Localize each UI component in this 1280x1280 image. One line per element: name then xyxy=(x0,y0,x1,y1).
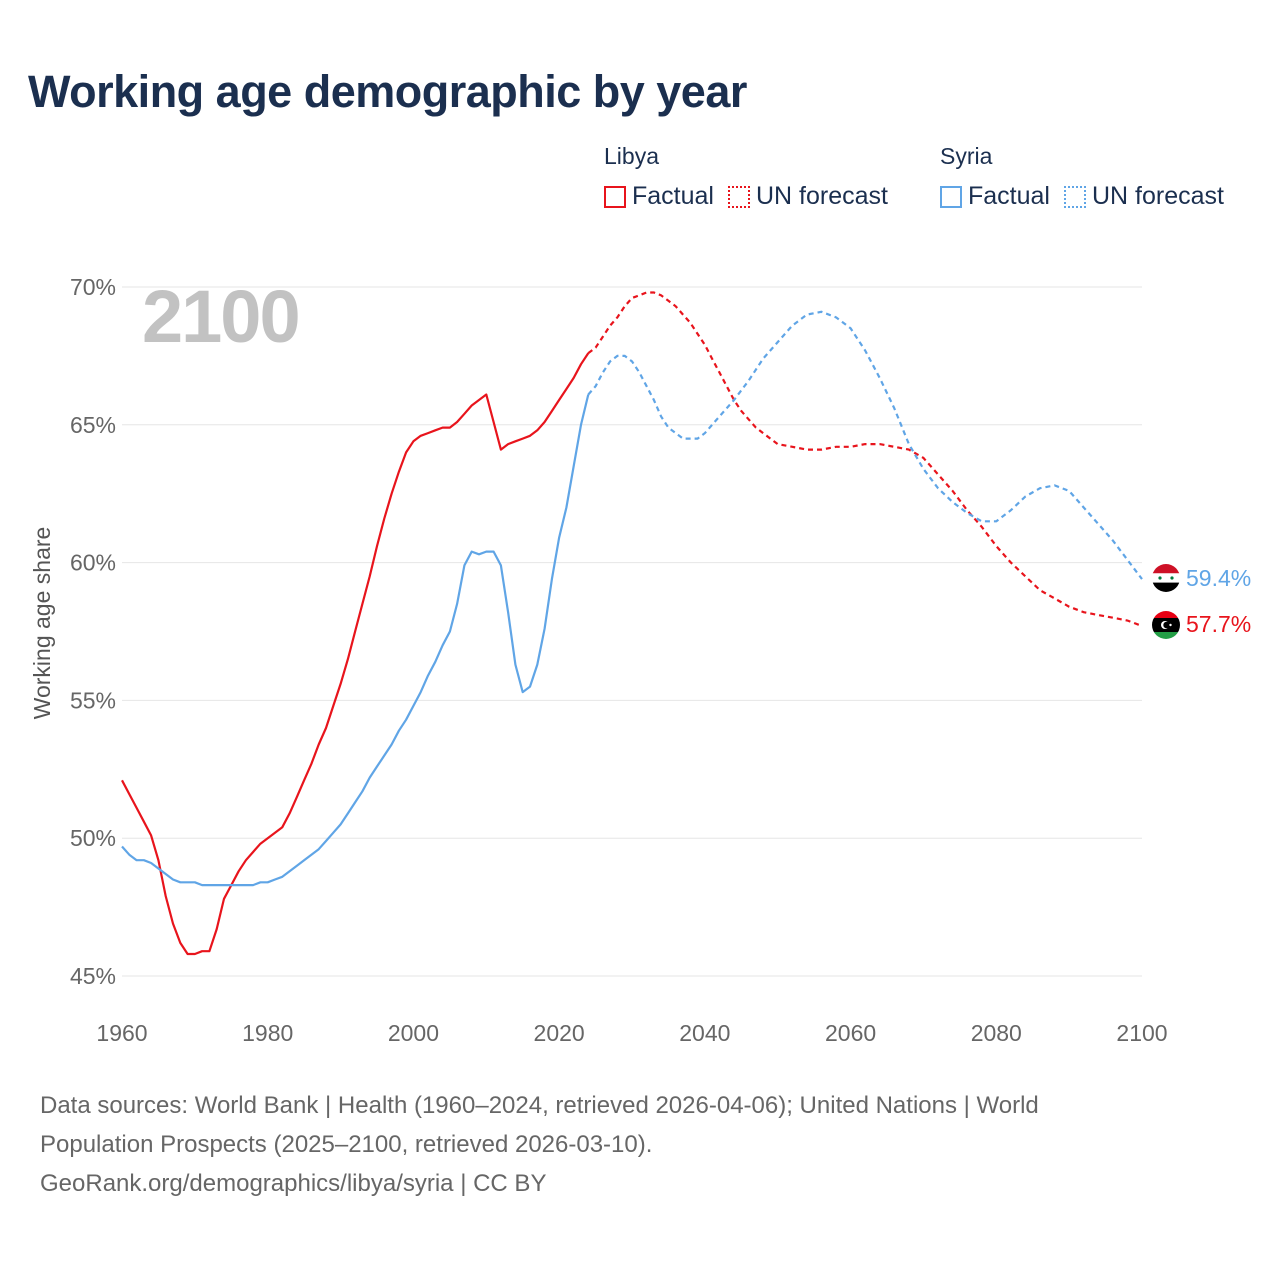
syria-forecast-line[interactable] xyxy=(587,310,1143,580)
y-tick-label-60: 60% xyxy=(70,550,116,576)
y-tick-label-70: 70% xyxy=(70,274,116,300)
legend-syria-factual-label: Factual xyxy=(968,182,1050,210)
x-tick-label-2000: 2000 xyxy=(388,1020,439,1046)
x-tick-label-1980: 1980 xyxy=(242,1020,293,1046)
syria-factual-line[interactable] xyxy=(121,394,590,887)
chart-title: Working age demographic by year xyxy=(28,66,747,117)
legend-syria-factual[interactable]: Factual xyxy=(940,182,1050,211)
chart-area: 45% 50% 55% 60% 65% 70% 1960 1980 2000 2020 2040 2… xyxy=(29,274,1251,1046)
legend-libya-country: Libya xyxy=(604,143,659,169)
legend-syria-country: Syria xyxy=(940,143,993,169)
legend-libya-factual[interactable]: Factual xyxy=(604,182,714,211)
legend-syria-forecast-label: UN forecast xyxy=(1091,182,1224,210)
legend-syria-forecast[interactable]: UN forecast xyxy=(1063,182,1224,211)
legend-libya-forecast[interactable]: UN forecast xyxy=(727,182,888,211)
footer: Data sources: World Bank | Health (1960–… xyxy=(40,1086,1220,1203)
y-tick-labels: 45% 50% 55% 60% 65% 70% xyxy=(70,274,116,989)
legend-libya-forecast-swatch xyxy=(727,185,750,208)
legend-libya: Libya Factual UN forecast xyxy=(604,143,902,211)
legend-libya-factual-label: Factual xyxy=(632,182,714,210)
y-tick-label-65: 65% xyxy=(70,412,116,438)
legend-syria-factual-swatch xyxy=(940,185,962,208)
y-axis-title: Working age share xyxy=(29,527,55,720)
x-tick-label-2020: 2020 xyxy=(534,1020,585,1046)
libya-factual-line[interactable] xyxy=(121,352,590,956)
gridlines xyxy=(122,286,1142,977)
libya-flag-icon xyxy=(1152,611,1180,639)
legend-syria: Syria Factual UN forecast xyxy=(940,143,1238,211)
libya-end-label: 57.7% xyxy=(1186,611,1251,637)
y-tick-label-45: 45% xyxy=(70,963,116,989)
syria-flag-icon xyxy=(1152,564,1180,592)
x-tick-label-2060: 2060 xyxy=(825,1020,876,1046)
footer-line-3: GeoRank.org/demographics/libya/syria | C… xyxy=(40,1170,547,1197)
legend-syria-forecast-swatch xyxy=(1063,185,1086,208)
x-tick-label-1960: 1960 xyxy=(96,1020,147,1046)
series-lines xyxy=(121,291,1143,956)
x-tick-label-2040: 2040 xyxy=(679,1020,730,1046)
x-tick-label-2080: 2080 xyxy=(971,1020,1022,1046)
footer-line-1: Data sources: World Bank | Health (1960–… xyxy=(40,1092,1039,1119)
syria-end-label: 59.4% xyxy=(1186,565,1251,591)
x-tick-label-2100: 2100 xyxy=(1116,1020,1167,1046)
footer-line-2: Population Prospects (2025–2100, retriev… xyxy=(40,1131,653,1158)
y-tick-label-50: 50% xyxy=(70,825,116,851)
legend-libya-forecast-label: UN forecast xyxy=(755,182,888,210)
x-tick-labels: 1960 1980 2000 2020 2040 2060 2080 2100 xyxy=(96,1020,1167,1046)
libya-forecast-line[interactable] xyxy=(587,291,1143,628)
legend-libya-factual-swatch xyxy=(604,185,626,208)
y-tick-label-55: 55% xyxy=(70,687,116,713)
year-label: 2100 xyxy=(142,275,299,358)
